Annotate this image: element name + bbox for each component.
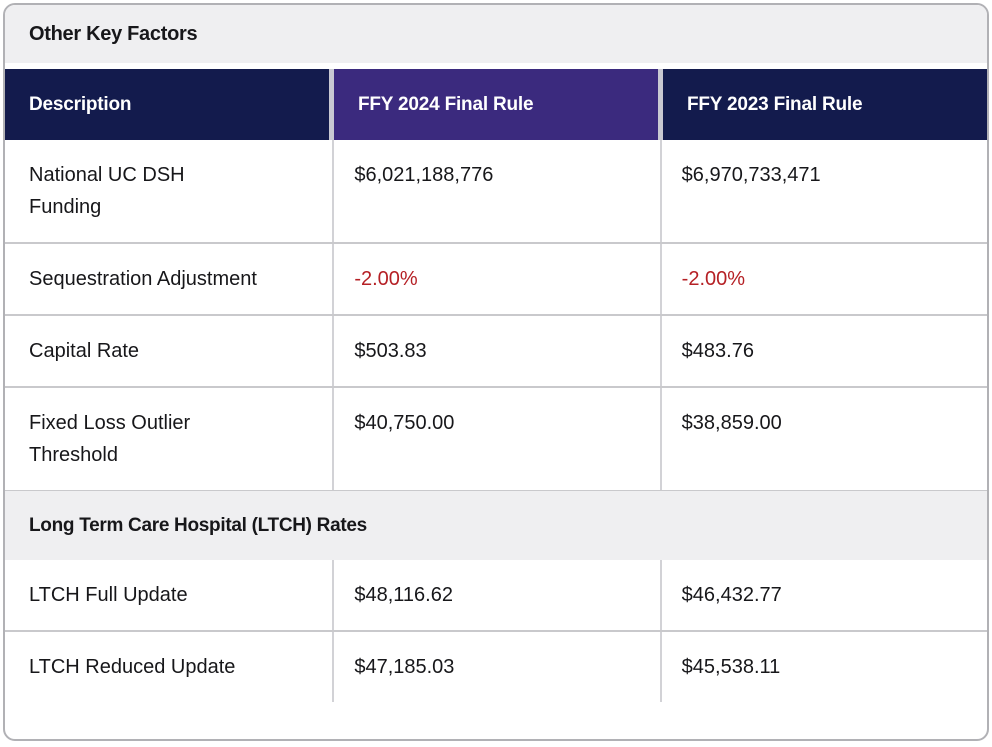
value-cell-ffy2023: $45,538.11 [659, 632, 987, 702]
value-cell-ffy2023: $46,432.77 [659, 560, 987, 630]
table-row: Fixed Loss Outlier Threshold $40,750.00 … [5, 386, 987, 490]
row-label: Sequestration Adjustment [29, 268, 257, 290]
table-row: National UC DSH Funding $6,021,188,776 $… [5, 140, 987, 242]
value-cell-ffy2024: $6,021,188,776 [332, 140, 659, 242]
row-label: LTCH Reduced Update [29, 656, 236, 678]
column-header-ffy2023: FFY 2023 Final Rule [663, 69, 987, 140]
row-label: Capital Rate [29, 340, 140, 362]
value-cell-ffy2023: $483.76 [659, 316, 987, 386]
table-row: Capital Rate $503.83 $483.76 [5, 314, 987, 386]
row-label-cell: LTCH Full Update [5, 560, 332, 630]
value-cell-ffy2024: -2.00% [332, 244, 659, 314]
table-title: Other Key Factors [5, 5, 987, 63]
row-label: LTCH Full Update [29, 584, 188, 606]
section-header: Long Term Care Hospital (LTCH) Rates [5, 490, 987, 560]
value-cell-ffy2024: $48,116.62 [332, 560, 659, 630]
value-cell-ffy2024: $47,185.03 [332, 632, 659, 702]
value-cell-ffy2024: $503.83 [332, 316, 659, 386]
value-cell-ffy2024: $40,750.00 [332, 388, 659, 490]
table-row: LTCH Reduced Update $47,185.03 $45,538.1… [5, 630, 987, 702]
row-label: National UC DSH Funding [29, 164, 185, 218]
value-cell-ffy2023: $6,970,733,471 [659, 140, 987, 242]
table-body: National UC DSH Funding $6,021,188,776 $… [5, 140, 987, 739]
table-row: Sequestration Adjustment -2.00% -2.00% [5, 242, 987, 314]
value-cell-ffy2023: $38,859.00 [659, 388, 987, 490]
row-label-cell: Sequestration Adjustment [5, 244, 332, 314]
rates-table-card: Other Key Factors Description FFY 2024 F… [3, 3, 989, 741]
row-label-cell: Capital Rate [5, 316, 332, 386]
title-divider [5, 63, 987, 69]
value-cell-ffy2023: -2.00% [659, 244, 987, 314]
row-label: Fixed Loss Outlier Threshold [29, 412, 191, 466]
table-header-row: Description FFY 2024 Final Rule FFY 2023… [5, 69, 987, 140]
row-label-cell: Fixed Loss Outlier Threshold [5, 388, 332, 490]
row-label-cell: National UC DSH Funding [5, 140, 332, 242]
row-label-cell: LTCH Reduced Update [5, 632, 332, 702]
column-header-ffy2024: FFY 2024 Final Rule [334, 69, 658, 140]
column-header-description: Description [5, 69, 329, 140]
table-row: LTCH Full Update $48,116.62 $46,432.77 [5, 560, 987, 630]
